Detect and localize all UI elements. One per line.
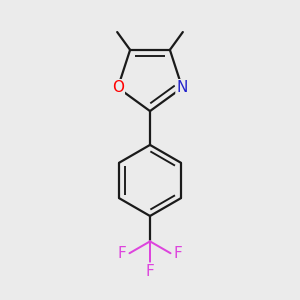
Text: F: F xyxy=(174,246,182,261)
Text: O: O xyxy=(112,80,124,95)
Text: F: F xyxy=(118,246,126,261)
Text: N: N xyxy=(176,80,188,95)
Text: F: F xyxy=(146,264,154,279)
